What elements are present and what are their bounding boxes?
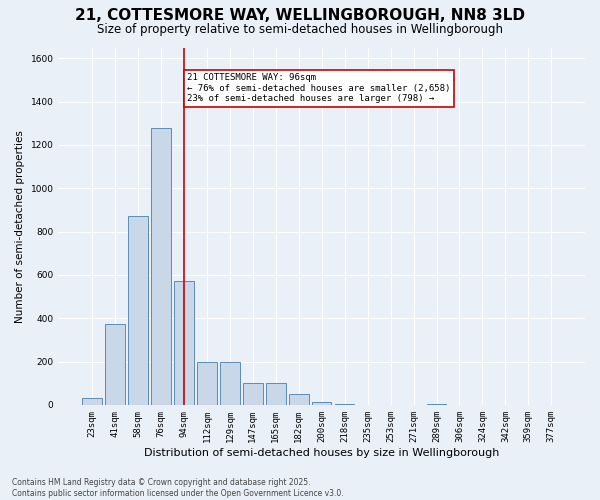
- Bar: [106, 324, 125, 405]
- Bar: [427, 404, 446, 405]
- Text: 21, COTTESMORE WAY, WELLINGBOROUGH, NN8 3LD: 21, COTTESMORE WAY, WELLINGBOROUGH, NN8 …: [75, 8, 525, 22]
- Bar: [243, 383, 263, 405]
- Text: Size of property relative to semi-detached houses in Wellingborough: Size of property relative to semi-detach…: [97, 22, 503, 36]
- Bar: [266, 383, 286, 405]
- X-axis label: Distribution of semi-detached houses by size in Wellingborough: Distribution of semi-detached houses by …: [144, 448, 499, 458]
- Bar: [197, 362, 217, 405]
- Bar: [312, 402, 331, 405]
- Y-axis label: Number of semi-detached properties: Number of semi-detached properties: [15, 130, 25, 322]
- Bar: [128, 216, 148, 405]
- Text: 21 COTTESMORE WAY: 96sqm
← 76% of semi-detached houses are smaller (2,658)
23% o: 21 COTTESMORE WAY: 96sqm ← 76% of semi-d…: [187, 74, 451, 104]
- Bar: [82, 398, 102, 405]
- Text: Contains HM Land Registry data © Crown copyright and database right 2025.
Contai: Contains HM Land Registry data © Crown c…: [12, 478, 344, 498]
- Bar: [220, 362, 239, 405]
- Bar: [151, 128, 171, 405]
- Bar: [335, 404, 355, 405]
- Bar: [289, 394, 308, 405]
- Bar: [174, 282, 194, 405]
